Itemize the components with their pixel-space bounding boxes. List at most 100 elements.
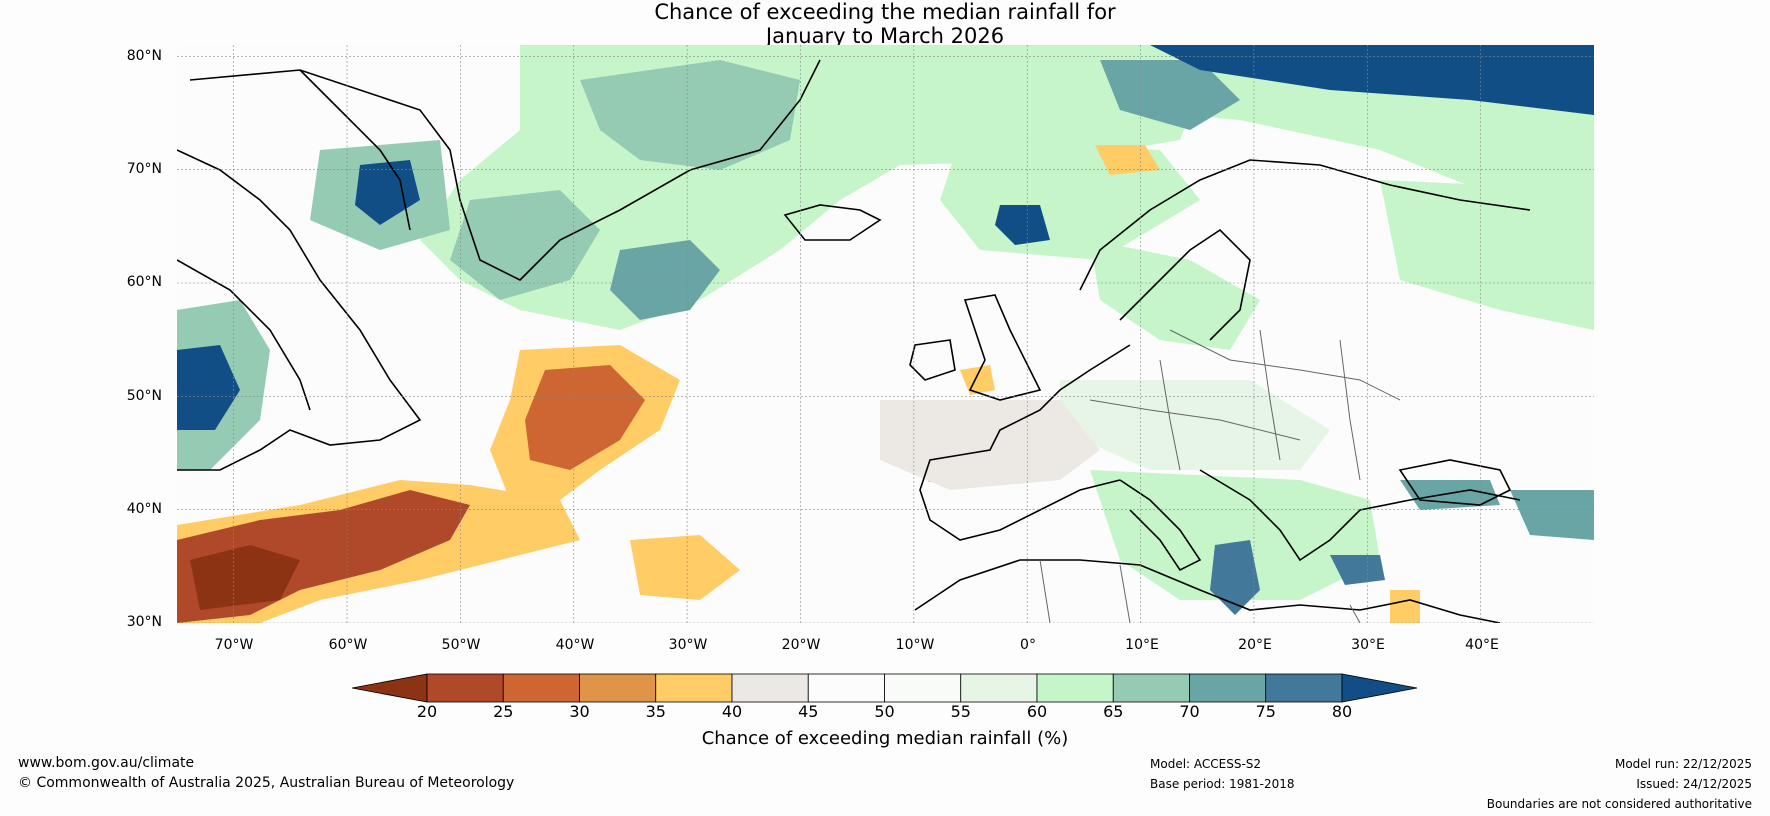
footer-issued: Issued: 24/12/2025 (1636, 777, 1752, 791)
colorbar-segment (1036, 673, 1114, 703)
wet-region-russia (1380, 180, 1594, 330)
lat-label-70n: 70°N (126, 161, 162, 177)
colorbar-tick-label: 80 (1331, 702, 1353, 721)
coastline-canada-inner (177, 259, 311, 411)
footer-disclaimer: Boundaries are not considered authoritat… (1486, 797, 1752, 811)
footer-model: Model: ACCESS-S2 (1150, 757, 1262, 771)
border-line (1119, 564, 1131, 623)
dry-region-azores (630, 535, 740, 600)
coastline-sweden-baltic (1119, 228, 1251, 341)
lon-label-10w: 10°W (895, 637, 935, 653)
map-panel (177, 45, 1594, 623)
dry-region-ireland (960, 365, 995, 395)
wet-anomaly-regions (177, 45, 1594, 615)
map-gridlines (177, 45, 1594, 623)
colorbar-extend-high (1341, 673, 1418, 703)
colorbar-segment (502, 673, 580, 703)
wet-region-denmark-strait (610, 240, 720, 320)
dry-region-mid-atlantic-core (525, 365, 645, 470)
dry-anomaly-regions (177, 145, 1420, 623)
dry-region-neutral-iberia (880, 400, 1100, 490)
lon-label-40w: 40°W (555, 637, 595, 653)
map-title: Chance of exceeding the median rainfall … (0, 0, 1770, 48)
title-line-2: January to March 2026 (765, 24, 1005, 48)
wet-region-baffin-core (355, 160, 420, 225)
footer-base-period: Base period: 1981-2018 (1150, 777, 1295, 791)
wet-region-canada-core (177, 345, 240, 430)
colorbar-segment (884, 673, 962, 703)
coastline-great-britain (963, 294, 1042, 401)
colorbar-label: Chance of exceeding median rainfall (%) (701, 728, 1069, 749)
wet-region-ionian (1210, 540, 1260, 615)
lon-label-40e: 40°E (1465, 637, 1499, 653)
colorbar-segment (1265, 673, 1343, 703)
wet-region-scandinavia (1090, 240, 1260, 350)
colorbar-extend-low (351, 673, 428, 703)
border-line (1089, 399, 1301, 441)
coastline-black-sea (1398, 459, 1512, 506)
wet-region-arctic-deep (1150, 45, 1594, 115)
colorbar-segment (1189, 673, 1267, 703)
colorbar-segment (960, 673, 1038, 703)
lon-label-20e: 20°E (1238, 637, 1272, 653)
footer-website: www.bom.gov.au/climate (18, 755, 195, 771)
colorbar-segment (807, 673, 885, 703)
colorbar-segment (1112, 673, 1190, 703)
title-line-1: Chance of exceeding the median rainfall … (654, 0, 1116, 24)
lon-label-10e: 10°E (1125, 637, 1159, 653)
dry-region-egypt (1390, 590, 1420, 623)
colorbar-tick-label: 20 (416, 702, 438, 721)
colorbar-tick-label: 50 (874, 702, 895, 721)
coastline-norway (1079, 159, 1531, 291)
colorbar-tick-label: 65 (1103, 702, 1124, 721)
coastline-iceland (783, 204, 882, 241)
wet-region-barents-sea (1100, 60, 1240, 130)
coastline-italy (1119, 479, 1202, 572)
colorbar-tick-label: 75 (1255, 702, 1276, 721)
colorbar-tick-label: 25 (493, 702, 514, 721)
wet-region-norwegian-core (995, 205, 1050, 245)
wet-region-greenland-sea (580, 60, 800, 170)
coastline-ireland (909, 339, 956, 381)
border-line (1339, 339, 1361, 481)
colorbar-segment (579, 673, 657, 703)
border-line (1169, 329, 1401, 401)
lon-label-60w: 60°W (328, 637, 368, 653)
colorbar-tick-label: 55 (950, 702, 971, 721)
coastline-europe-west (919, 344, 1131, 541)
border-line (1259, 329, 1281, 461)
lon-label-0: 0° (1020, 637, 1036, 653)
lon-label-30w: 30°W (668, 637, 708, 653)
dry-region-iceland-east (1095, 145, 1160, 175)
lat-label-30n: 30°N (126, 614, 162, 630)
border-line (1159, 359, 1181, 471)
coastline-greenland (189, 59, 821, 281)
coastline-north-africa (914, 559, 1501, 623)
colorbar-segment (426, 673, 504, 703)
lon-label-30e: 30°E (1351, 637, 1385, 653)
wet-region-black-sea (1400, 480, 1500, 510)
colorbar-segment (655, 673, 733, 703)
lon-label-20w: 20°W (781, 637, 821, 653)
coastline-canada (177, 149, 422, 471)
coastline-balkans (1199, 469, 1521, 562)
colorbar-tick-label: 45 (798, 702, 819, 721)
lat-label-40n: 40°N (126, 501, 162, 517)
colorbar-tick-label: 35 (645, 702, 666, 721)
wet-region-central-europe (1060, 380, 1330, 470)
lat-label-50n: 50°N (126, 388, 162, 404)
footer-model-run: Model run: 22/12/2025 (1614, 757, 1752, 771)
colorbar-tick-label: 30 (569, 702, 590, 721)
wet-region-labrador-sea (450, 190, 600, 300)
border-line (1349, 604, 1361, 623)
colorbar (351, 673, 1418, 703)
wet-region-aegean (1330, 555, 1385, 585)
lon-label-50w: 50°W (441, 637, 481, 653)
border-line (1039, 559, 1051, 623)
dry-region-subtropical-deep (190, 545, 300, 610)
lat-label-60n: 60°N (126, 274, 162, 290)
colorbar-tick-label: 70 (1179, 702, 1200, 721)
lon-label-70w: 70°W (214, 637, 254, 653)
lat-label-80n: 80°N (126, 48, 162, 64)
